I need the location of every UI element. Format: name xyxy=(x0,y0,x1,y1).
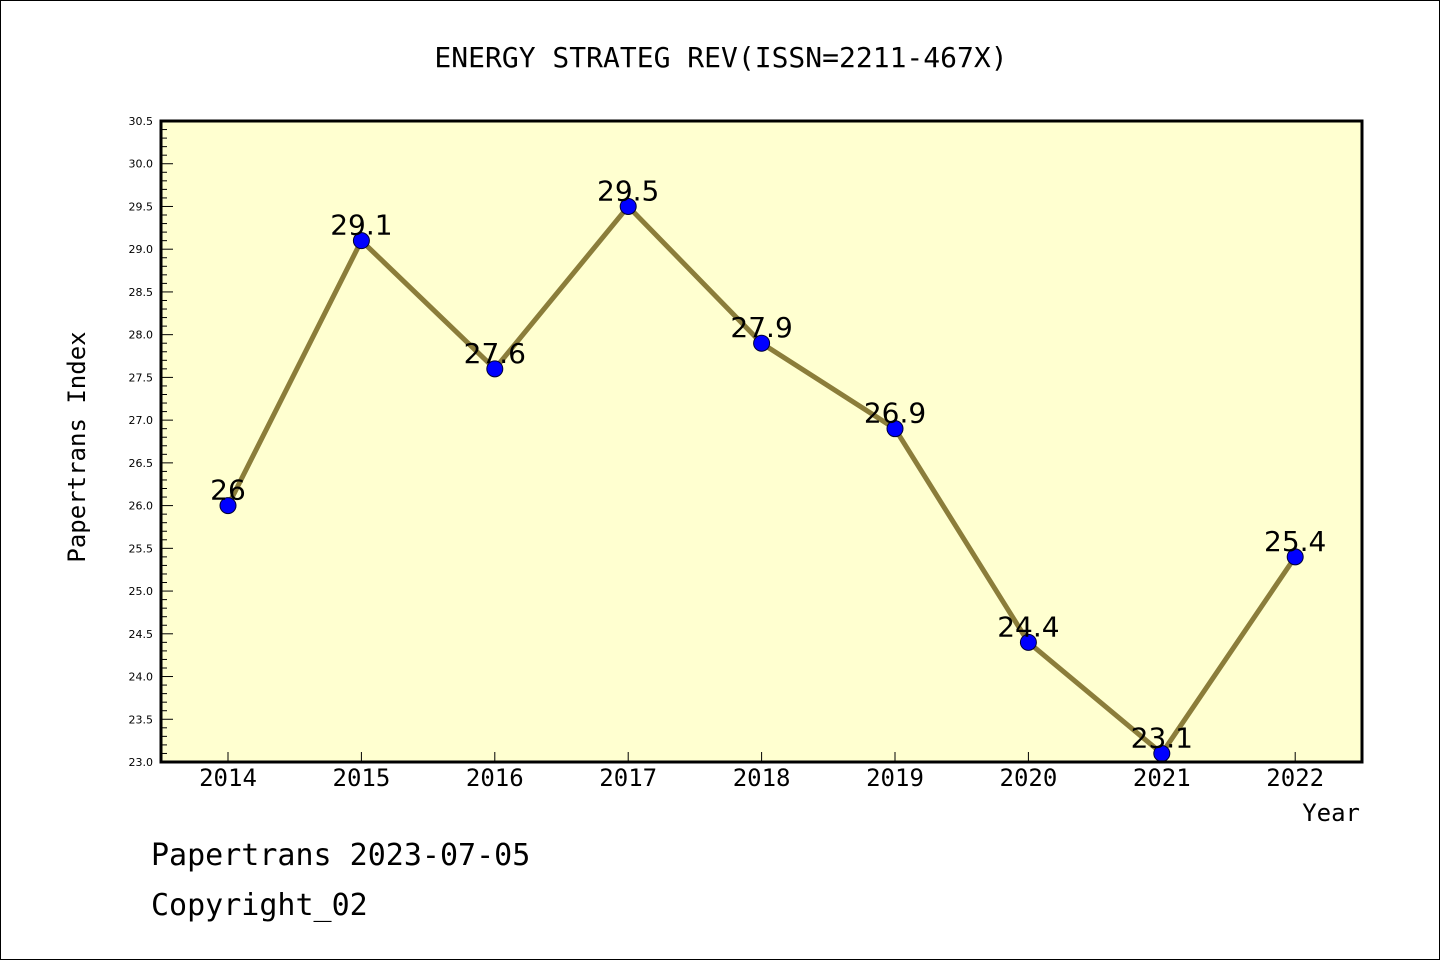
data-label: 25.4 xyxy=(1264,525,1326,558)
data-point xyxy=(886,420,904,438)
x-tick-label: 2019 xyxy=(866,764,924,792)
data-label: 29.1 xyxy=(330,209,392,242)
x-tick-label: 2022 xyxy=(1266,764,1324,792)
y-tick-label: 24.5 xyxy=(129,628,154,641)
y-tick-label: 23.5 xyxy=(129,713,154,726)
data-label: 23.1 xyxy=(1131,721,1193,754)
data-point xyxy=(753,334,771,352)
chart-title: ENERGY STRATEG REV(ISSN=2211-467X) xyxy=(434,41,1007,74)
plot-area xyxy=(161,121,1362,762)
y-tick-label: 24.0 xyxy=(129,671,154,684)
y-tick-label: 30.5 xyxy=(129,115,154,128)
x-tick-label: 2017 xyxy=(599,764,657,792)
y-tick-label: 29.0 xyxy=(129,243,154,256)
y-tick-label: 28.5 xyxy=(129,286,154,299)
y-tick-label: 27.0 xyxy=(129,414,154,427)
y-tick-label: 25.5 xyxy=(129,542,154,555)
data-point xyxy=(486,360,504,378)
plot-border xyxy=(159,119,1364,764)
data-label: 27.6 xyxy=(464,337,526,370)
data-label: 27.9 xyxy=(730,311,792,344)
x-axis: 2014 2015 2016 2017 2018 2019 2020 2021 2022 xyxy=(199,752,1324,792)
data-label: 24.4 xyxy=(997,610,1059,643)
data-point xyxy=(1019,633,1037,651)
data-point xyxy=(352,232,370,250)
x-tick-label: 2015 xyxy=(333,764,391,792)
footer-copyright-text: Copyright_02 xyxy=(151,888,368,923)
y-axis: 23.0 23.5 24.0 24.5 25.0 25.5 26.0 26.5 27.0 27.5… xyxy=(129,115,173,769)
data-label: 26 xyxy=(210,474,246,507)
data-point xyxy=(619,197,637,215)
data-point xyxy=(1286,548,1304,566)
y-tick-label: 26.0 xyxy=(129,500,154,513)
x-tick-label: 2021 xyxy=(1133,764,1191,792)
y-tick-label: 26.5 xyxy=(129,457,154,470)
x-axis-label: Year xyxy=(1302,799,1360,827)
series-layer xyxy=(219,197,1304,762)
y-tick-label: 29.5 xyxy=(129,200,154,213)
data-label: 26.9 xyxy=(864,397,926,430)
y-tick-label: 28.0 xyxy=(129,329,154,342)
data-labels: 26 29.1 27.6 29.5 27.9 26.9 24.4 23.1 25.4 xyxy=(210,174,1326,754)
data-point xyxy=(219,497,237,515)
footer-date-text: Papertrans 2023-07-05 xyxy=(151,838,530,873)
y-tick-label: 25.0 xyxy=(129,585,154,598)
x-tick-label: 2014 xyxy=(199,764,257,792)
y-tick-label: 30.0 xyxy=(129,158,154,171)
data-label: 29.5 xyxy=(597,174,659,207)
x-tick-label: 2016 xyxy=(466,764,524,792)
x-tick-label: 2020 xyxy=(1000,764,1058,792)
y-tick-label: 27.5 xyxy=(129,371,154,384)
x-tick-label: 2018 xyxy=(733,764,791,792)
y-tick-label: 23.0 xyxy=(129,756,154,769)
y-axis-label: Papertrans Index xyxy=(63,331,91,562)
